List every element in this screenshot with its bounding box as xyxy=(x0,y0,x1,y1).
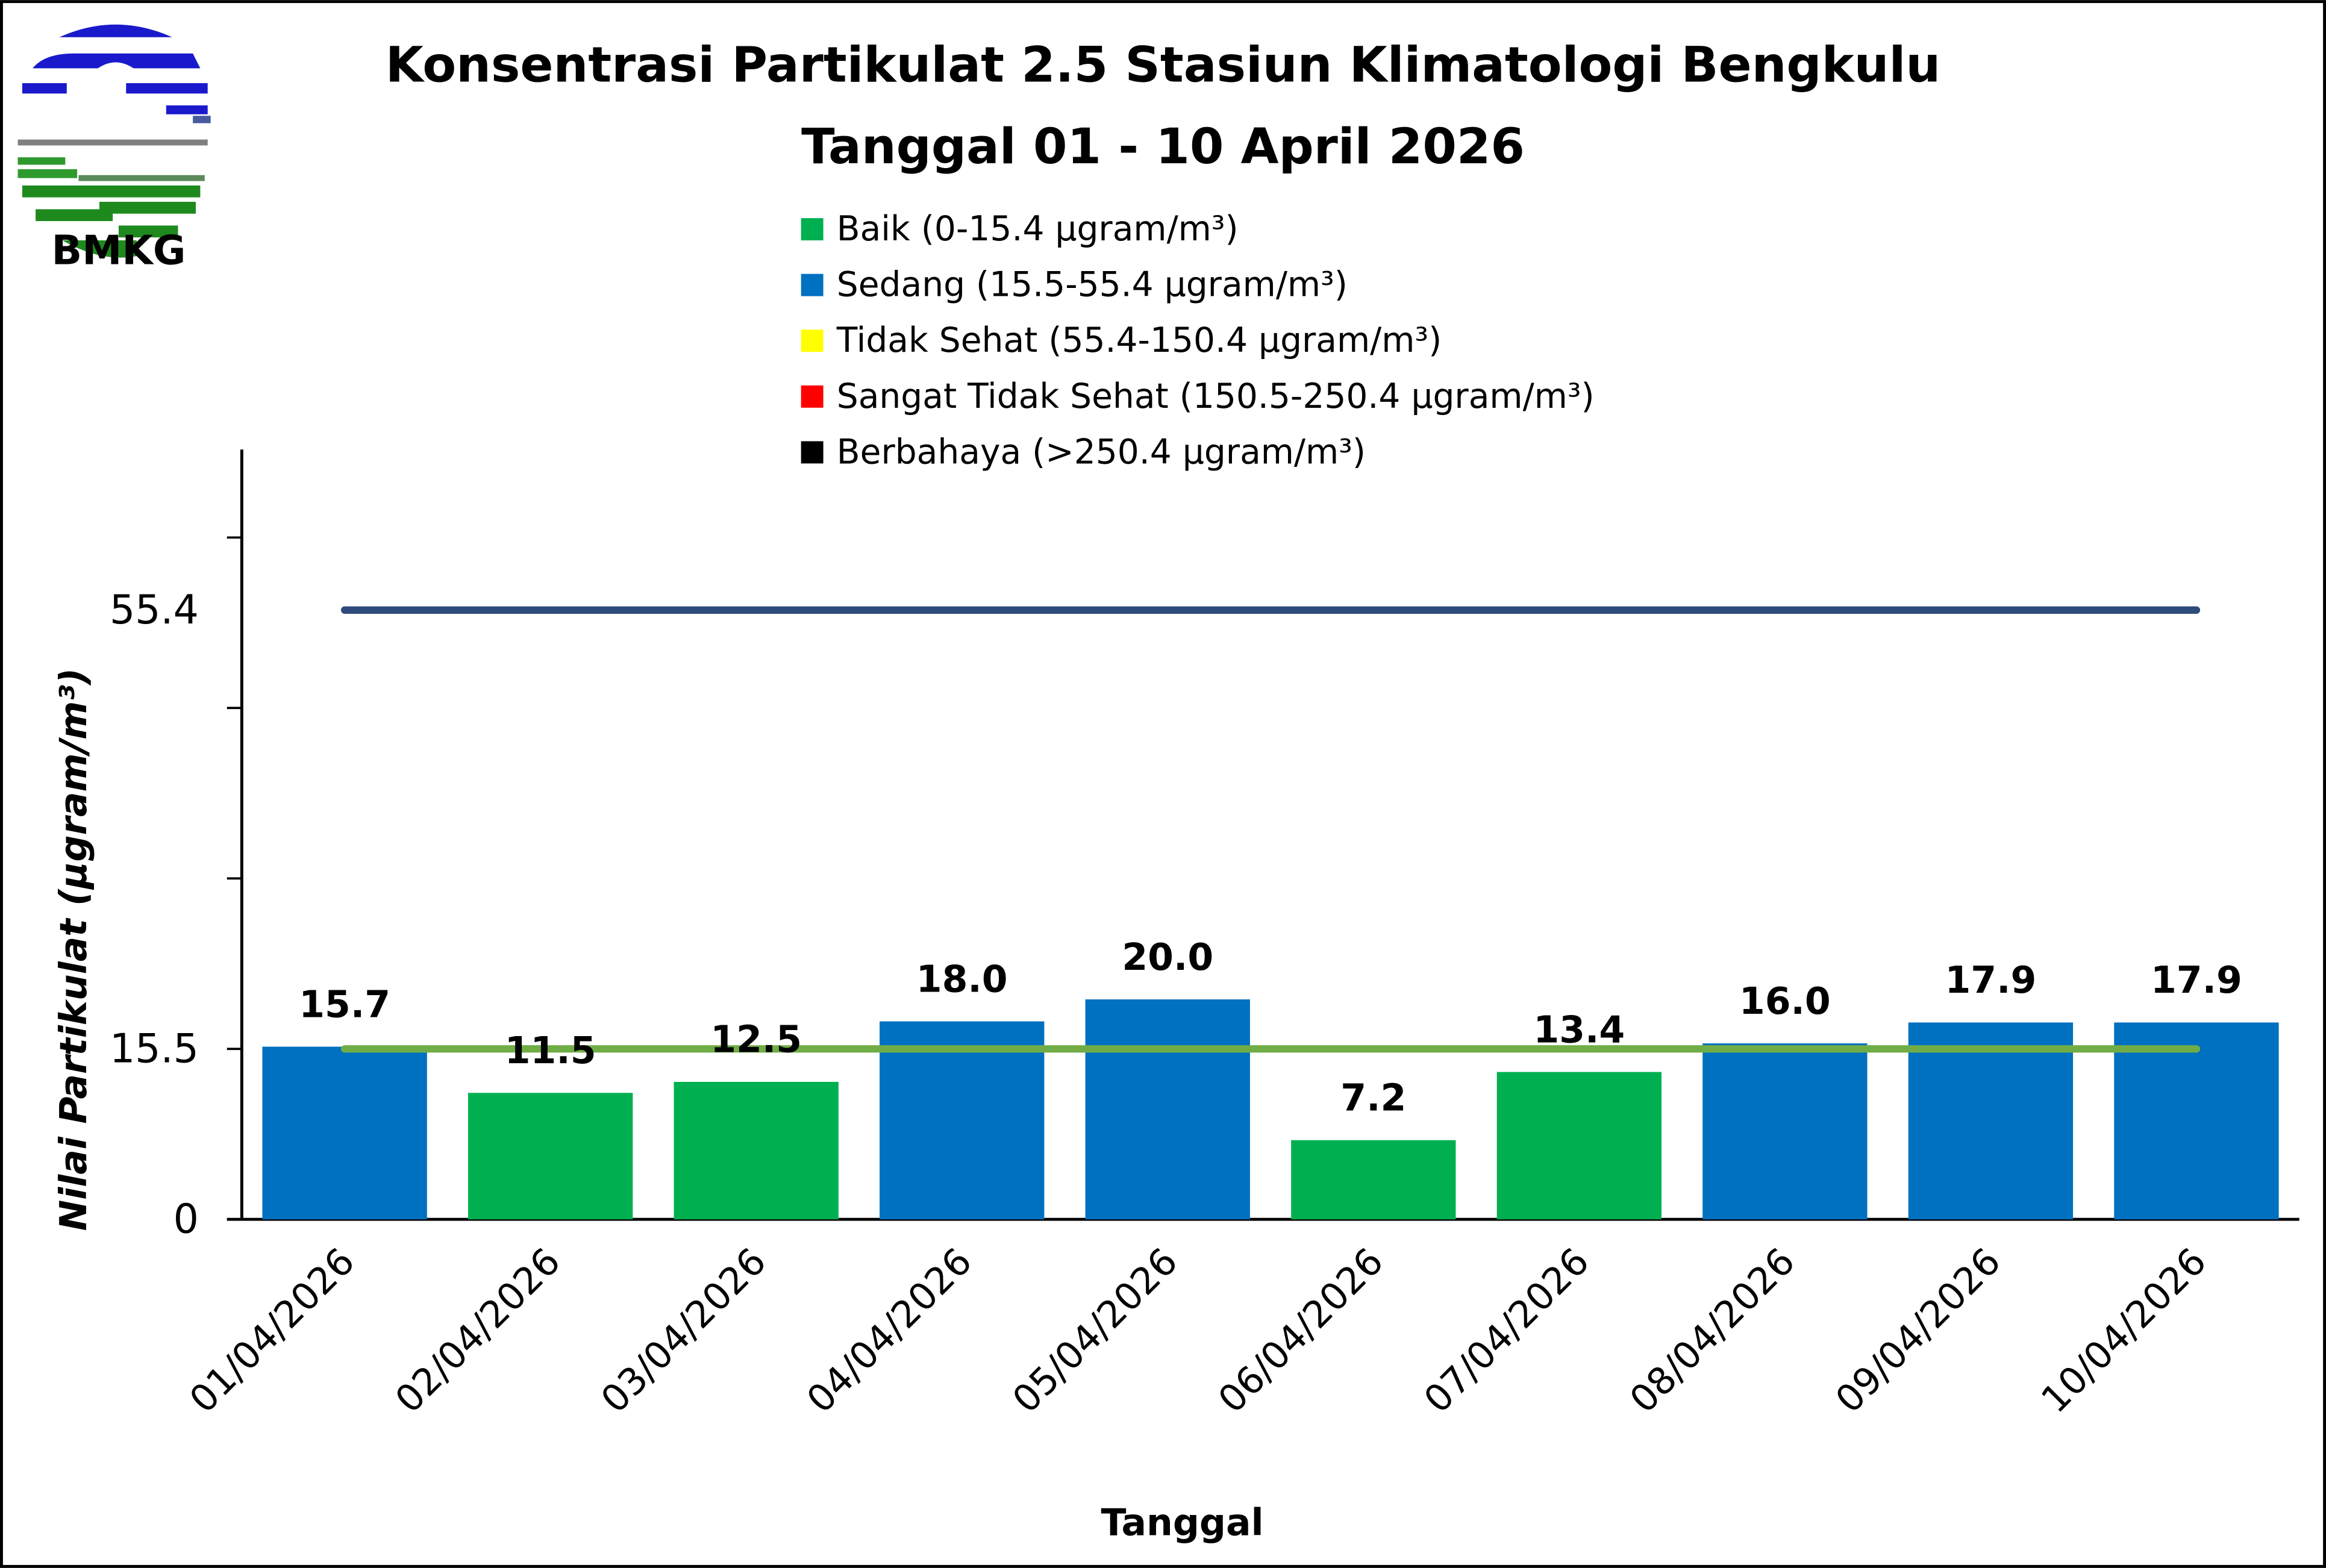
bar xyxy=(262,1046,427,1220)
legend-label: Tidak Sehat (55.4-150.4 µgram/m³) xyxy=(836,320,1442,360)
legend-swatch xyxy=(801,218,824,241)
bar xyxy=(1085,999,1250,1220)
legend-label: Berbahaya (>250.4 µgram/m³) xyxy=(837,432,1366,472)
data-label: 17.9 xyxy=(2151,958,2242,1002)
data-label: 18.0 xyxy=(916,957,1008,1001)
y-tick-label: 0 xyxy=(174,1195,199,1242)
bmkg-logo-text: BMKG xyxy=(52,226,186,273)
bar xyxy=(1496,1072,1662,1220)
y-tick-label: 55.4 xyxy=(110,586,199,633)
chart-title: Konsentrasi Partikulat 2.5 Stasiun Klima… xyxy=(386,37,1940,94)
data-label: 16.0 xyxy=(1739,979,1831,1023)
legend-swatch xyxy=(801,273,824,296)
data-label: 20.0 xyxy=(1122,935,1213,979)
legend-swatch xyxy=(801,385,824,408)
legend-swatch xyxy=(801,330,824,352)
bmkg-logo: BMKG xyxy=(17,24,211,273)
threshold-lines xyxy=(340,606,2201,1053)
legend-label: Sangat Tidak Sehat (150.5-250.4 µgram/m³… xyxy=(837,376,1595,416)
legend-swatch xyxy=(801,441,824,464)
data-label: 15.7 xyxy=(299,982,390,1026)
y-axis-label: Nilai Partikulat (µgram/m³) xyxy=(52,668,95,1231)
legend-label: Sedang (15.5-55.4 µgram/m³) xyxy=(837,265,1348,305)
bar xyxy=(468,1093,633,1220)
y-tick-label: 15.5 xyxy=(110,1025,199,1072)
bar xyxy=(880,1021,1045,1220)
chart-subtitle: Tanggal 01 - 10 April 2026 xyxy=(801,119,1525,175)
bar xyxy=(2114,1022,2279,1220)
legend-label: Baik (0-15.4 µgram/m³) xyxy=(837,209,1239,249)
data-label: 11.5 xyxy=(505,1029,596,1072)
data-labels: 15.7 11.5 12.5 18.0 20.0 7.2 13.4 16.0 17.9 17.9 xyxy=(299,935,2242,1120)
bars xyxy=(262,999,2279,1220)
bar xyxy=(1702,1043,1868,1220)
x-axis-label: Tanggal xyxy=(1101,1501,1263,1545)
legend: Baik (0-15.4 µgram/m³) Sedang (15.5-55.4 … xyxy=(801,209,1595,472)
data-label: 13.4 xyxy=(1533,1008,1625,1051)
bar xyxy=(1908,1022,2074,1220)
data-label: 17.9 xyxy=(1945,958,2036,1002)
data-label: 12.5 xyxy=(710,1018,802,1061)
data-label: 7.2 xyxy=(1340,1076,1406,1120)
bar xyxy=(1291,1140,1456,1220)
bar xyxy=(674,1081,839,1220)
